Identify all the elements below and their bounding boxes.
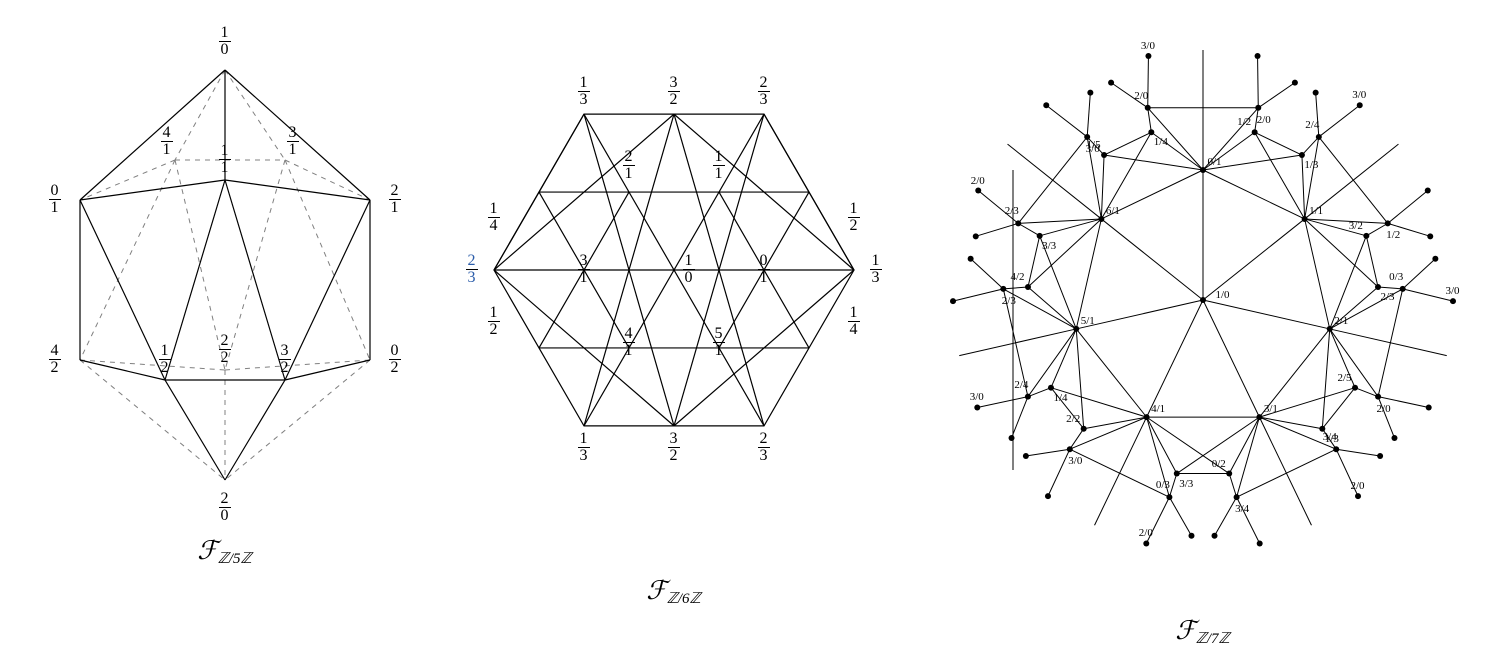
vertex-label: 3/0 bbox=[1141, 40, 1155, 52]
vertex-label: 02 bbox=[389, 343, 401, 377]
caption-sub: ℤ/6ℤ bbox=[667, 591, 701, 607]
caption-symbol: ℱ bbox=[646, 576, 666, 605]
vertex-label: 4/2 bbox=[1010, 271, 1024, 283]
vertex-label: 1/2 bbox=[1237, 116, 1251, 128]
vertex-label: 3/0 bbox=[970, 391, 984, 403]
vertex-label: 2/3 bbox=[1005, 205, 1019, 217]
vertex-label: 1/4 bbox=[1154, 136, 1168, 148]
vertex-label: 1/1 bbox=[1309, 205, 1323, 217]
vertex-label: 2/0 bbox=[1257, 114, 1271, 126]
vertex-label: 01 bbox=[49, 183, 61, 217]
vertex-label: 23 bbox=[466, 253, 478, 287]
vertex-label: 12 bbox=[488, 305, 500, 339]
vertex-label: 32 bbox=[668, 431, 680, 465]
vertex-label: 2/0 bbox=[1350, 480, 1364, 492]
vertex-label: 2/4 bbox=[1014, 379, 1028, 391]
caption-z5: ℱℤ/5ℤ bbox=[25, 536, 425, 568]
vertex-label: 0/2 bbox=[1212, 458, 1226, 470]
vertex-label: 2/0 bbox=[1134, 90, 1148, 102]
vertex-label: 3/0 bbox=[1352, 89, 1366, 101]
vertex-label: 3/2 bbox=[1349, 220, 1363, 232]
vertex-label: 1/3 bbox=[1304, 159, 1318, 171]
vertex-label: 10 bbox=[683, 253, 695, 287]
vertex-label: 2/0 bbox=[1377, 403, 1391, 415]
vertex-label: 3/1 bbox=[1264, 403, 1278, 415]
caption-symbol: ℱ bbox=[1175, 616, 1195, 645]
vertex-label: 23 bbox=[758, 75, 770, 109]
vertex-label: 11 bbox=[713, 149, 725, 183]
vertex-label: 41 bbox=[161, 125, 173, 159]
vertex-label: 3/3 bbox=[1042, 240, 1056, 252]
vertex-label: 12 bbox=[848, 201, 860, 235]
caption-sub: ℤ/7ℤ bbox=[1196, 631, 1230, 647]
vertex-label: 13 bbox=[578, 431, 590, 465]
vertex-label: 2/0 bbox=[971, 175, 985, 187]
vertex-label: 0/3 bbox=[1156, 479, 1170, 491]
vertex-label: 1/4 bbox=[1053, 392, 1067, 404]
vertex-label: 2/3 bbox=[1002, 295, 1016, 307]
vertex-label: 2/2 bbox=[1066, 413, 1080, 425]
vertex-label: 1/2 bbox=[1386, 229, 1400, 241]
vertex-label: 12 bbox=[159, 343, 171, 377]
vertex-label: 0/3 bbox=[1389, 271, 1403, 283]
diagram-z7: ℱℤ/7ℤ 1/0 0/1 1/2 1/3 2/0 2/0 3/0 1/1 3/2 2/3 2/4 1… bbox=[923, 10, 1483, 648]
vertex-label: 4/1 bbox=[1151, 403, 1165, 415]
vertex-label: 31 bbox=[578, 253, 590, 287]
caption-sub: ℤ/5ℤ bbox=[218, 551, 252, 567]
vertex-label: 42 bbox=[49, 343, 61, 377]
vertex-label: 0/1 bbox=[1207, 156, 1221, 168]
svg-z7 bbox=[923, 10, 1483, 610]
vertex-label: 20 bbox=[219, 491, 231, 525]
vertex-label: 14 bbox=[848, 305, 860, 339]
vertex-label: 3/3 bbox=[1179, 478, 1193, 490]
vertex-label: 21 bbox=[623, 149, 635, 183]
vertex-label: 21 bbox=[389, 183, 401, 217]
svg-z5 bbox=[25, 10, 425, 530]
vertex-label: 3/4 bbox=[1323, 431, 1337, 443]
diagram-z5: ℱℤ/5ℤ 10 20 01 11 21 41 31 42 12 32 02 22 bbox=[25, 10, 425, 568]
vertex-label: 31 bbox=[287, 125, 299, 159]
vertex-label: 2/0 bbox=[1139, 527, 1153, 539]
vertex-label: 2/1 bbox=[1334, 315, 1348, 327]
vertex-label: 01 bbox=[758, 253, 770, 287]
vertex-label: 3/0 bbox=[1068, 455, 1082, 467]
vertex-label: 2/4 bbox=[1305, 119, 1319, 131]
caption-z7: ℱℤ/7ℤ bbox=[923, 616, 1483, 648]
caption-z6: ℱℤ/6ℤ bbox=[454, 576, 894, 608]
vertex-label: 10 bbox=[219, 25, 231, 59]
vertex-label: 41 bbox=[623, 326, 635, 360]
vertex-label: 2/5 bbox=[1337, 372, 1351, 384]
caption-symbol: ℱ bbox=[197, 536, 217, 565]
vertex-label: 14 bbox=[488, 201, 500, 235]
vertex-label: 51 bbox=[713, 326, 725, 360]
vertex-label: 32 bbox=[668, 75, 680, 109]
vertex-label: 13 bbox=[870, 253, 882, 287]
vertex-label: 3/0 bbox=[1086, 143, 1100, 155]
vertex-label: 11 bbox=[219, 143, 231, 177]
vertex-label: 13 bbox=[578, 75, 590, 109]
vertex-label: 32 bbox=[279, 343, 291, 377]
vertex-label: 2/3 bbox=[1380, 291, 1394, 303]
vertex-label: 3/0 bbox=[1445, 285, 1459, 297]
diagram-z6: ℱℤ/6ℤ 13 32 23 21 11 14 12 31 10 01 23 13 12 41 51 14 13… bbox=[454, 10, 894, 608]
vertex-label: 5/1 bbox=[1081, 315, 1095, 327]
vertex-label: 3/4 bbox=[1235, 503, 1249, 515]
vertex-label: 6/1 bbox=[1106, 205, 1120, 217]
vertex-label: 22 bbox=[219, 333, 231, 367]
vertex-label: 23 bbox=[758, 431, 770, 465]
vertex-label: 1/0 bbox=[1215, 289, 1229, 301]
